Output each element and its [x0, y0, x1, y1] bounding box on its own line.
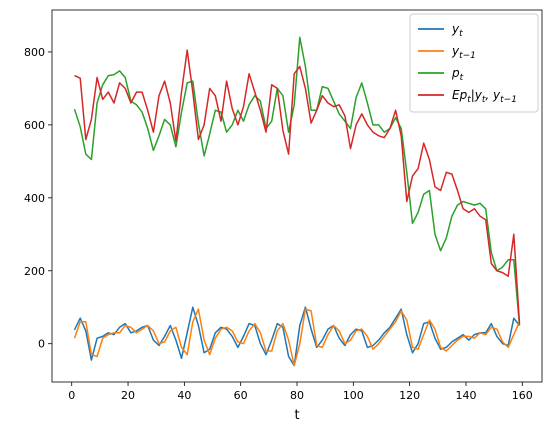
x-tick-label: 40: [177, 389, 191, 402]
legend-label: Ept​|yt​, yt−1​: [452, 88, 517, 105]
x-tick-label: 120: [399, 389, 420, 402]
x-tick-label: 60: [234, 389, 248, 402]
y-tick-label: 800: [24, 46, 45, 59]
series-line: [73, 306, 521, 367]
x-tick-label: 0: [68, 389, 75, 402]
x-tick-label: 80: [290, 389, 304, 402]
y-tick-label: 600: [24, 119, 45, 132]
y-tick-label: 400: [24, 192, 45, 205]
x-tick-label: 100: [343, 389, 364, 402]
legend-label: pt​: [451, 66, 464, 83]
plot-frame: [51, 9, 543, 383]
series-lines: [73, 36, 521, 367]
series-line: [73, 308, 521, 367]
axis-ticks: 0 20 40 60 80 100 120 140 160 0 200 400 600 800: [24, 46, 533, 402]
legend-label: yt​: [451, 22, 463, 39]
x-tick-label: 20: [121, 389, 135, 402]
y-tick-label: 200: [24, 265, 45, 278]
legend: yt​ yt−1​ pt​ Ept​|yt​, yt−1​: [409, 13, 539, 113]
series-line: [74, 49, 521, 324]
x-tick-label: 160: [512, 389, 533, 402]
x-tick-label: 140: [455, 389, 476, 402]
y-tick-label: 0: [38, 338, 45, 351]
x-axis-label: t: [294, 408, 299, 423]
legend-label: yt−1​: [451, 44, 476, 61]
legend-box: [409, 13, 539, 113]
